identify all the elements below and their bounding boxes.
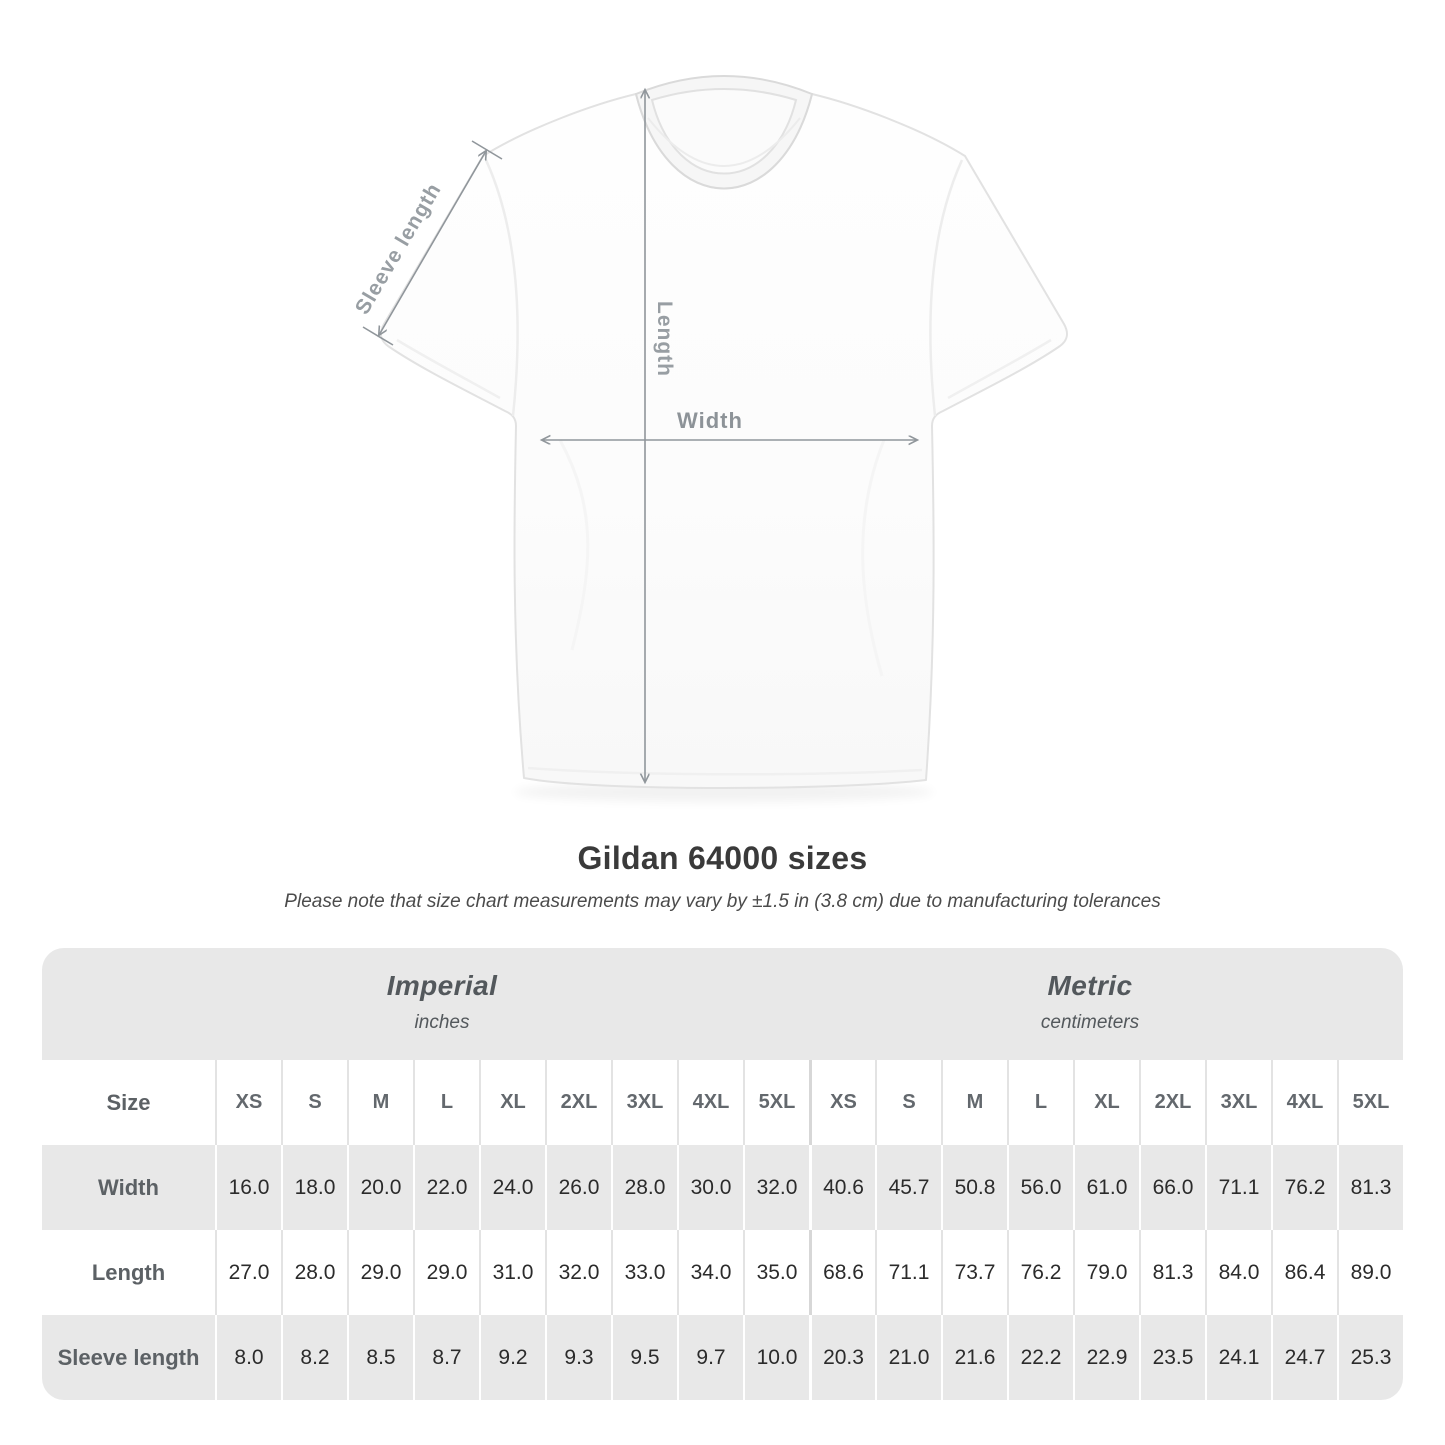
size-header-cell: S bbox=[281, 1060, 347, 1145]
size-header-cell: M bbox=[941, 1060, 1007, 1145]
measurement-value-cell: 34.0 bbox=[677, 1230, 743, 1315]
measurement-value-cell: 79.0 bbox=[1073, 1230, 1139, 1315]
measurement-value-cell: 40.6 bbox=[809, 1145, 875, 1230]
measurement-value-cell: 22.2 bbox=[1007, 1315, 1073, 1400]
size-header-cell: XS bbox=[809, 1060, 875, 1145]
measurement-value-cell: 9.5 bbox=[611, 1315, 677, 1400]
measurement-value-cell: 10.0 bbox=[743, 1315, 809, 1400]
measurement-value-cell: 61.0 bbox=[1073, 1145, 1139, 1230]
measurement-value-cell: 73.7 bbox=[941, 1230, 1007, 1315]
measurement-value-cell: 45.7 bbox=[875, 1145, 941, 1230]
shirt-shading bbox=[396, 159, 1052, 776]
measurement-value-cell: 71.1 bbox=[875, 1230, 941, 1315]
measurement-value-cell: 9.3 bbox=[545, 1315, 611, 1400]
measurement-value-cell: 28.0 bbox=[281, 1230, 347, 1315]
measurement-value-cell: 8.2 bbox=[281, 1315, 347, 1400]
measurement-value-cell: 32.0 bbox=[545, 1230, 611, 1315]
width-label: Width bbox=[677, 408, 743, 433]
measurement-value-cell: 66.0 bbox=[1139, 1145, 1205, 1230]
metric-section-unit: centimeters bbox=[1040, 1012, 1140, 1033]
measurement-value-cell: 32.0 bbox=[743, 1145, 809, 1230]
size-header-cell: 4XL bbox=[1271, 1060, 1337, 1145]
sleeve-length-arrow bbox=[362, 140, 503, 346]
size-header-cell: 3XL bbox=[611, 1060, 677, 1145]
measurement-value-cell: 20.3 bbox=[809, 1315, 875, 1400]
measurement-value-cell: 9.2 bbox=[479, 1315, 545, 1400]
measurement-value-cell: 31.0 bbox=[479, 1230, 545, 1315]
measurement-value-cell: 24.0 bbox=[479, 1145, 545, 1230]
size-grid: Size XS S M L XL 2XL 3XL 4XL 5XL XS S M L XL 2XL 3XL 4XL 5… bbox=[42, 1060, 1403, 1400]
measurement-value-cell: 26.0 bbox=[545, 1145, 611, 1230]
measurement-value-cell: 27.0 bbox=[215, 1230, 281, 1315]
measurement-value-cell: 9.7 bbox=[677, 1315, 743, 1400]
measurement-row-label: Length bbox=[42, 1230, 215, 1315]
size-header-cell: 4XL bbox=[677, 1060, 743, 1145]
measurement-value-cell: 33.0 bbox=[611, 1230, 677, 1315]
measurement-value-cell: 84.0 bbox=[1205, 1230, 1271, 1315]
measurement-value-cell: 56.0 bbox=[1007, 1145, 1073, 1230]
heading-block: Gildan 64000 sizes Please note that size… bbox=[0, 840, 1445, 913]
measurement-value-cell: 8.5 bbox=[347, 1315, 413, 1400]
measurement-value-cell: 81.3 bbox=[1337, 1145, 1403, 1230]
imperial-section-name: Imperial bbox=[386, 970, 498, 1001]
measurement-row-label: Sleeve length bbox=[42, 1315, 215, 1400]
measurement-value-cell: 76.2 bbox=[1007, 1230, 1073, 1315]
measurement-value-cell: 22.9 bbox=[1073, 1315, 1139, 1400]
imperial-section-unit: inches bbox=[414, 1012, 470, 1033]
measurement-value-cell: 22.0 bbox=[413, 1145, 479, 1230]
size-header-cell: 5XL bbox=[1337, 1060, 1403, 1145]
measurement-row-label: Width bbox=[42, 1145, 215, 1230]
tshirt-measurement-diagram: Sleeve length Length Width bbox=[351, 75, 1069, 802]
measurement-value-cell: 50.8 bbox=[941, 1145, 1007, 1230]
size-header-cell: XL bbox=[1073, 1060, 1139, 1145]
measurement-value-cell: 81.3 bbox=[1139, 1230, 1205, 1315]
measurement-value-cell: 23.5 bbox=[1139, 1315, 1205, 1400]
size-header-cell: 2XL bbox=[1139, 1060, 1205, 1145]
page-title: Gildan 64000 sizes bbox=[577, 840, 868, 876]
measurement-value-cell: 24.7 bbox=[1271, 1315, 1337, 1400]
metric-section-name: Metric bbox=[1047, 970, 1133, 1001]
measurement-value-cell: 76.2 bbox=[1271, 1145, 1337, 1230]
measurement-value-cell: 20.0 bbox=[347, 1145, 413, 1230]
size-header-cell: 2XL bbox=[545, 1060, 611, 1145]
measurement-value-cell: 8.0 bbox=[215, 1315, 281, 1400]
measurement-value-cell: 8.7 bbox=[413, 1315, 479, 1400]
size-header-cell: XL bbox=[479, 1060, 545, 1145]
size-header-cell: 5XL bbox=[743, 1060, 809, 1145]
length-label: Length bbox=[653, 301, 676, 377]
size-header-cell: L bbox=[1007, 1060, 1073, 1145]
measurement-value-cell: 21.0 bbox=[875, 1315, 941, 1400]
measurement-value-cell: 24.1 bbox=[1205, 1315, 1271, 1400]
size-header-cell: 3XL bbox=[1205, 1060, 1271, 1145]
imperial-section-header: Imperial inches bbox=[387, 970, 498, 1034]
measurement-value-cell: 25.3 bbox=[1337, 1315, 1403, 1400]
page-subtitle: Please note that size chart measurements… bbox=[284, 891, 1161, 912]
size-header-cell: M bbox=[347, 1060, 413, 1145]
measurement-value-cell: 35.0 bbox=[743, 1230, 809, 1315]
measurement-value-cell: 28.0 bbox=[611, 1145, 677, 1230]
tshirt-body bbox=[379, 93, 1069, 789]
metric-section-header: Metric centimeters bbox=[1041, 970, 1139, 1034]
tshirt-diagram-svg: Sleeve length Length Width bbox=[351, 75, 1069, 802]
collar-shadow bbox=[647, 117, 801, 167]
measurement-value-cell: 29.0 bbox=[413, 1230, 479, 1315]
measurement-value-cell: 68.6 bbox=[809, 1230, 875, 1315]
measurement-value-cell: 30.0 bbox=[677, 1145, 743, 1230]
measurement-value-cell: 86.4 bbox=[1271, 1230, 1337, 1315]
size-table: Imperial inches Metric centimeters Size X… bbox=[42, 948, 1403, 1400]
measurement-value-cell: 89.0 bbox=[1337, 1230, 1403, 1315]
measurement-value-cell: 18.0 bbox=[281, 1145, 347, 1230]
measurement-value-cell: 29.0 bbox=[347, 1230, 413, 1315]
measurement-value-cell: 21.6 bbox=[941, 1315, 1007, 1400]
size-header-cell: S bbox=[875, 1060, 941, 1145]
measurement-value-cell: 71.1 bbox=[1205, 1145, 1271, 1230]
table-header-band: Imperial inches Metric centimeters bbox=[42, 948, 1403, 1060]
size-row-label: Size bbox=[42, 1060, 215, 1145]
size-header-cell: XS bbox=[215, 1060, 281, 1145]
measurement-value-cell: 16.0 bbox=[215, 1145, 281, 1230]
collar-inner bbox=[650, 88, 798, 175]
size-header-cell: L bbox=[413, 1060, 479, 1145]
